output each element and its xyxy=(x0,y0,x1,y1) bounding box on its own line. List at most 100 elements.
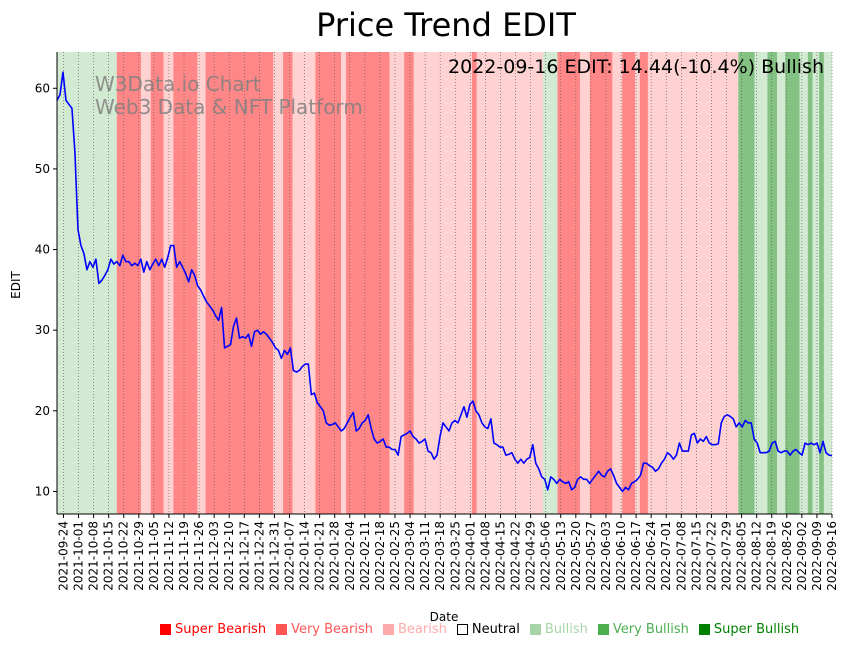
regime-band-very_bearish xyxy=(173,52,198,514)
regime-band-bearish xyxy=(273,52,284,514)
x-tick-label: 2022-04-29 xyxy=(524,521,538,591)
legend-item-super_bullish: Super Bullish xyxy=(698,620,800,638)
x-axis-label: Date xyxy=(430,610,459,624)
legend-label: Super Bullish xyxy=(713,621,800,637)
x-tick-label: 2022-05-13 xyxy=(554,521,568,591)
regime-band-bearish xyxy=(647,52,690,514)
x-tick-label: 2022-03-11 xyxy=(418,521,432,591)
regime-band-bearish xyxy=(389,52,405,514)
regime-band-bearish xyxy=(140,52,151,514)
regime-band-bearish xyxy=(292,52,316,514)
x-tick-label: 2022-09-02 xyxy=(795,521,809,591)
regime-band-bearish xyxy=(580,52,590,514)
regime-band-very_bullish xyxy=(819,52,824,514)
x-tick-label: 2022-04-01 xyxy=(463,521,477,591)
x-tick-label: 2022-08-19 xyxy=(765,521,779,591)
regime-band-very_bullish xyxy=(785,52,800,514)
x-tick-label: 2022-04-15 xyxy=(493,521,507,591)
x-tick-label: 2022-01-21 xyxy=(313,521,327,591)
legend-item-super_bearish: Super Bearish xyxy=(160,620,266,638)
legend-label: Very Bearish xyxy=(291,621,373,637)
latest-price-annotation: 2022-09-16 EDIT: 14.44(-10.4%) Bullish xyxy=(448,56,824,78)
regime-band-very_bearish xyxy=(116,52,141,514)
legend-item-bearish: Bearish xyxy=(382,620,447,638)
y-axis-label: EDIT xyxy=(9,270,23,298)
y-tick-label: 60 xyxy=(35,81,50,95)
x-tick-label: 2022-05-06 xyxy=(539,521,553,591)
regime-band-very_bullish xyxy=(738,52,755,514)
x-tick-label: 2022-07-15 xyxy=(689,521,703,591)
legend-swatch xyxy=(698,623,710,635)
regime-band-bearish xyxy=(635,52,640,514)
legend-label: Very Bullish xyxy=(612,621,689,637)
x-tick-label: 2021-10-22 xyxy=(117,521,131,591)
regime-band-bearish xyxy=(197,52,206,514)
regime-band-very_bearish xyxy=(639,52,648,514)
x-tick-label: 2022-06-10 xyxy=(614,521,628,591)
x-tick-label: 2022-08-05 xyxy=(735,521,749,591)
x-tick-label: 2022-03-18 xyxy=(433,521,447,591)
x-tick-label: 2022-02-18 xyxy=(373,521,387,591)
regime-bands xyxy=(57,52,832,514)
price-line-edit xyxy=(56,71,833,493)
x-tick-label: 2021-11-26 xyxy=(192,521,206,591)
price-line-layer xyxy=(56,71,833,493)
y-tick-label: 50 xyxy=(35,162,50,176)
regime-band-bearish xyxy=(499,52,543,514)
vertical-gridlines xyxy=(63,52,833,514)
legend-item-very_bullish: Very Bullish xyxy=(597,620,689,638)
x-tick-label: 2022-07-01 xyxy=(659,521,673,591)
x-tick-label: 2022-01-14 xyxy=(298,521,312,591)
x-tick-label: 2022-04-22 xyxy=(509,521,523,591)
x-tick-label: 2021-12-31 xyxy=(267,521,281,591)
regime-band-very_bullish xyxy=(807,52,813,514)
legend-label: Bullish xyxy=(544,621,588,637)
x-tick-label: 2021-11-05 xyxy=(147,521,161,591)
regime-band-bullish xyxy=(812,52,820,514)
regime-band-very_bearish xyxy=(589,52,613,514)
x-tick-label: 2022-08-26 xyxy=(780,521,794,591)
x-tick-label: 2022-03-04 xyxy=(403,521,417,591)
x-tick-label: 2021-10-15 xyxy=(102,521,116,591)
x-tick-label: 2021-10-29 xyxy=(132,521,146,591)
regime-band-bullish xyxy=(777,52,786,514)
x-tick-label: 2022-01-07 xyxy=(283,521,297,591)
x-tick-label: 2022-06-24 xyxy=(644,521,658,591)
watermark: W3Data.io Chart Web3 Data & NFT Platform xyxy=(95,72,363,119)
regime-band-bearish xyxy=(612,52,623,514)
regime-band-bullish xyxy=(542,52,558,514)
x-tick-label: 2021-12-17 xyxy=(237,521,251,591)
regime-band-very_bearish xyxy=(283,52,293,514)
regime-band-very_bearish xyxy=(346,52,390,514)
legend-label: Neutral xyxy=(471,621,520,637)
legend-label: Super Bearish xyxy=(175,621,267,637)
regime-band-bullish xyxy=(754,52,768,514)
y-tick-label: 30 xyxy=(35,323,50,337)
legend-item-very_bearish: Very Bearish xyxy=(276,620,373,638)
regime-legend: Super Bearish Very Bearish Bearish Neutral B… xyxy=(160,620,840,638)
x-tick-label: 2022-05-27 xyxy=(584,521,598,591)
x-tick-label: 2022-08-12 xyxy=(750,521,764,591)
regime-band-very_bearish xyxy=(404,52,414,514)
regime-band-bullish xyxy=(823,52,832,514)
legend-swatch xyxy=(276,623,288,635)
regime-band-bearish xyxy=(163,52,174,514)
x-tick-label: 2022-02-11 xyxy=(358,521,372,591)
chart-title: Price Trend EDIT xyxy=(316,6,576,44)
x-tick-label: 2022-09-09 xyxy=(810,521,824,591)
regime-band-bullish xyxy=(799,52,808,514)
watermark-line-1: W3Data.io Chart xyxy=(95,72,261,96)
x-tick-label: 2022-02-25 xyxy=(388,521,402,591)
y-tick-label: 10 xyxy=(35,484,50,498)
x-tick-label: 2021-09-24 xyxy=(56,521,70,591)
legend-swatch xyxy=(160,623,171,635)
y-tick-label: 20 xyxy=(35,404,50,418)
regime-band-bearish xyxy=(476,52,500,514)
x-tick-label: 2021-11-12 xyxy=(162,521,176,591)
legend-label: Bearish xyxy=(397,621,447,637)
legend-swatch xyxy=(382,623,394,635)
regime-band-very_bearish xyxy=(557,52,581,514)
x-tick-label: 2022-02-04 xyxy=(343,521,357,591)
